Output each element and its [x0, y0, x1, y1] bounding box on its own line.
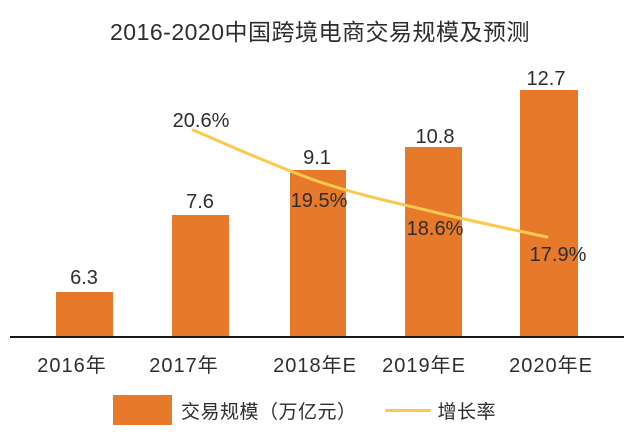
legend: 交易规模（万亿元） 增长率 — [113, 395, 496, 425]
bar-value-label: 10.8 — [415, 126, 455, 148]
category-label: 2019年E — [382, 355, 466, 377]
bar-value-label: 12.7 — [526, 68, 566, 90]
category-label: 2017年 — [149, 355, 219, 377]
legend-line-label: 增长率 — [437, 401, 497, 423]
growth-rate-path — [191, 128, 549, 239]
category-label: 2020年E — [509, 355, 593, 377]
bar-2020年E — [520, 90, 578, 337]
rate-label: 17.9% — [529, 244, 587, 266]
rate-label: 19.5% — [290, 190, 348, 212]
x-axis-line — [10, 336, 624, 338]
bar-value-label: 6.3 — [70, 267, 98, 289]
chart-title: 2016-2020中国跨境电商交易规模及预测 — [110, 19, 530, 45]
legend-bar-swatch — [113, 395, 172, 425]
bar-2017年 — [172, 215, 229, 337]
bar-value-label: 9.1 — [303, 147, 331, 169]
bar-2016年 — [56, 292, 113, 337]
legend-bar-label: 交易规模（万亿元） — [181, 401, 357, 423]
legend-line-swatch — [384, 408, 431, 412]
category-label: 2018年E — [273, 355, 357, 377]
rate-label: 18.6% — [406, 218, 464, 240]
category-label: 2016年 — [37, 355, 107, 377]
bar-value-label: 7.6 — [186, 191, 214, 213]
rate-label: 20.6% — [172, 110, 230, 132]
bar-2019年E — [405, 147, 462, 337]
